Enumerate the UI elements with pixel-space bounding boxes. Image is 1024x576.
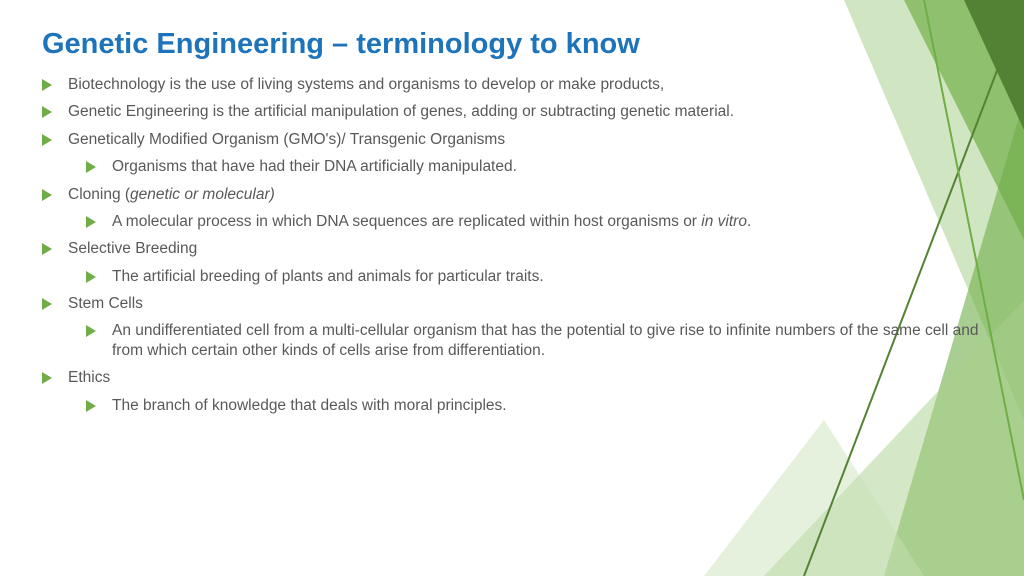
bullet-item: Biotechnology is the use of living syste…: [42, 75, 982, 94]
slide-content: Biotechnology is the use of living syste…: [42, 75, 982, 415]
sub-bullet-item: An undifferentiated cell from a multi-ce…: [86, 321, 982, 360]
slide: Genetic Engineering – terminology to kno…: [0, 0, 1024, 576]
bullet-item: EthicsThe branch of knowledge that deals…: [42, 368, 982, 415]
sub-bullet-list: Organisms that have had their DNA artifi…: [68, 157, 982, 176]
bullet-item: Stem CellsAn undifferentiated cell from …: [42, 294, 982, 360]
sub-bullet-list: The branch of knowledge that deals with …: [68, 396, 982, 415]
sub-bullet-item: Organisms that have had their DNA artifi…: [86, 157, 982, 176]
sub-bullet-list: The artificial breeding of plants and an…: [68, 267, 982, 286]
bullet-item: Genetically Modified Organism (GMO's)/ T…: [42, 130, 982, 177]
sub-bullet-item: The artificial breeding of plants and an…: [86, 267, 982, 286]
bullet-list: Biotechnology is the use of living syste…: [42, 75, 982, 415]
bullet-item: Selective BreedingThe artificial breedin…: [42, 239, 982, 286]
bullet-item: Genetic Engineering is the artificial ma…: [42, 102, 982, 121]
sub-bullet-item: A molecular process in which DNA sequenc…: [86, 212, 982, 231]
sub-bullet-item: The branch of knowledge that deals with …: [86, 396, 982, 415]
sub-bullet-list: A molecular process in which DNA sequenc…: [68, 212, 982, 231]
slide-title: Genetic Engineering – terminology to kno…: [42, 28, 982, 61]
bullet-item: Cloning (genetic or molecular)A molecula…: [42, 185, 982, 232]
sub-bullet-list: An undifferentiated cell from a multi-ce…: [68, 321, 982, 360]
